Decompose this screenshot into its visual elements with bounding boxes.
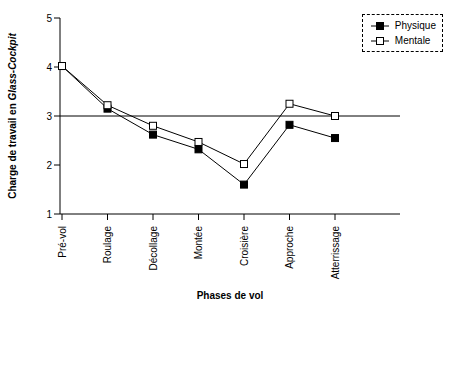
html-text:Mentale: Mentale <box>394 35 431 46</box>
svg-text:Décollage: Décollage <box>148 226 159 271</box>
svg-text:Roulage: Roulage <box>102 226 113 264</box>
svg-text:4: 4 <box>46 62 52 73</box>
svg-text:2: 2 <box>46 160 52 171</box>
svg-text:Croisière: Croisière <box>239 226 250 266</box>
html-text:Physique: Physique <box>394 20 436 31</box>
svg-text:Approche: Approche <box>284 226 295 269</box>
svg-text:Charge de travail en Glass-Coc: Charge de travail en Glass-Cockpit <box>8 33 18 199</box>
svg-text:3: 3 <box>46 111 52 122</box>
svg-text:Montée: Montée <box>193 226 204 260</box>
svg-text:Atterrissage: Atterrissage <box>330 226 341 280</box>
svg-text:Pré-vol: Pré-vol <box>57 226 68 258</box>
svg-text:5: 5 <box>46 13 52 24</box>
svg-text:1: 1 <box>46 209 52 220</box>
svg-text:Phases de vol: Phases de vol <box>197 290 264 301</box>
